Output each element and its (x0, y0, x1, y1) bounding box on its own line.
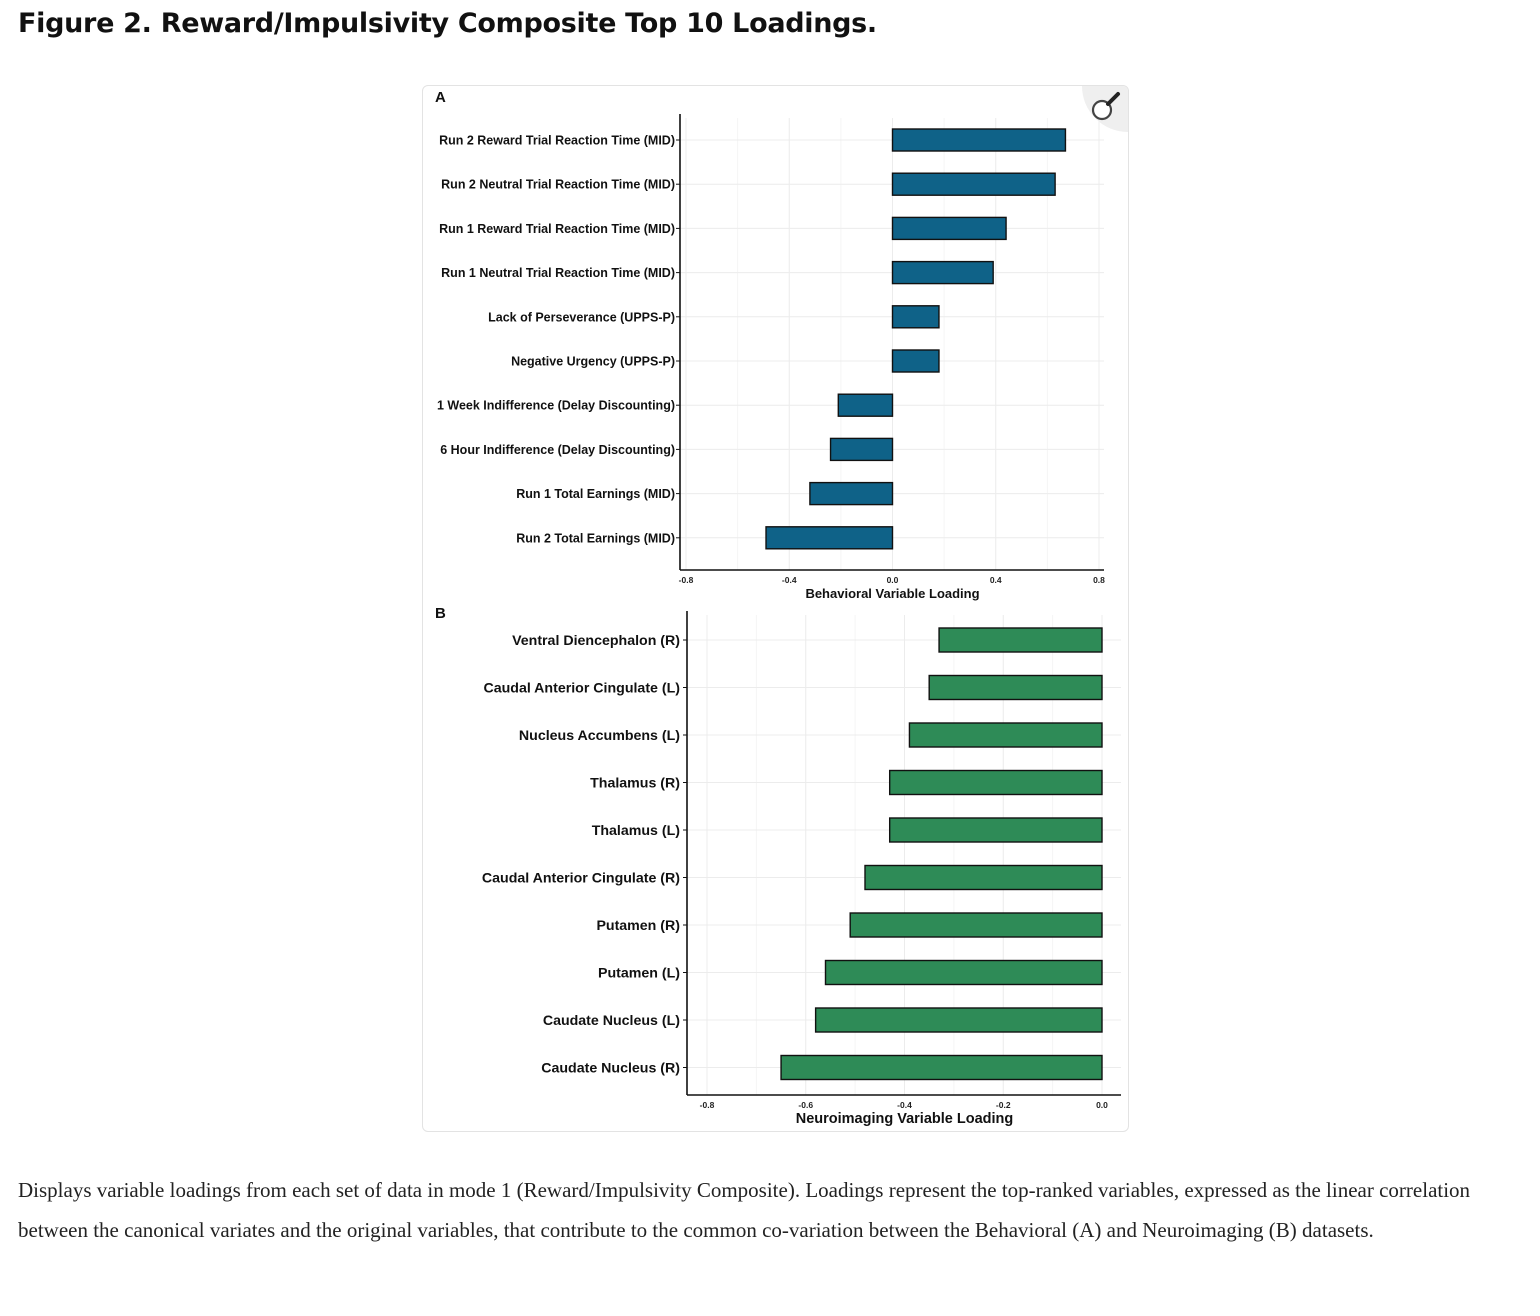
neuro-bar (888, 769, 1103, 796)
neuro-x-tick-label: -0.2 (996, 1100, 1011, 1110)
behavioral-category-label: Lack of Perseverance (UPPS-P) (488, 310, 675, 324)
neuro-category-label: Putamen (L) (598, 966, 680, 982)
neuro-bar (824, 959, 1103, 986)
neuro-bar (849, 912, 1103, 938)
neuro-category-label: Caudal Anterior Cingulate (L) (483, 681, 680, 697)
behavioral-category-label: Run 1 Neutral Trial Reaction Time (MID) (441, 266, 675, 280)
neuro-category-label: Caudal Anterior Cingulate (R) (482, 871, 680, 887)
behavioral-category-label: Run 2 Reward Trial Reaction Time (MID) (439, 134, 675, 148)
behavioral-bar (765, 526, 894, 550)
neuro-category-label: Ventral Diencephalon (R) (512, 633, 680, 649)
neuro-category-label: Caudate Nucleus (L) (543, 1013, 680, 1029)
neuro-category-label: Putamen (R) (596, 918, 680, 934)
figure-image[interactable]: A Run 2 Reward Trial Reaction Time (MID) R… (422, 85, 1129, 1132)
behavioral-x-tick-label: 0.0 (887, 575, 899, 585)
neuro-x-tick-label: -0.6 (798, 1100, 813, 1110)
behavioral-bar (891, 260, 994, 285)
neuro-x-tick-label: -0.4 (897, 1100, 912, 1110)
neuro-x-axis-title: Neuroimaging Variable Loading (796, 1111, 1014, 1127)
behavioral-x-tick-label: 0.4 (990, 575, 1002, 585)
behavioral-bar (809, 481, 894, 506)
behavioral-bar (837, 393, 894, 417)
neuro-bar (814, 1007, 1103, 1033)
behavioral-category-label: Run 1 Total Earnings (MID) (516, 487, 675, 501)
neuro-bar (908, 722, 1103, 748)
behavioral-x-tick-label: 0.8 (1093, 575, 1105, 585)
behavioral-bar (829, 437, 894, 462)
neuro-category-label: Nucleus Accumbens (L) (519, 728, 680, 744)
neuro-category-label: Thalamus (R) (590, 776, 680, 792)
behavioral-category-label: Negative Urgency (UPPS-P) (511, 355, 675, 369)
behavioral-category-label: 6 Hour Indifference (Delay Discounting) (440, 443, 675, 457)
behavioral-bar (891, 349, 940, 373)
behavioral-category-label: Run 1 Reward Trial Reaction Time (MID) (439, 222, 675, 236)
neuro-bar (938, 627, 1103, 653)
loadings-chart: A Run 2 Reward Trial Reaction Time (MID) R… (435, 89, 1121, 1127)
panel-label-B: B (435, 605, 446, 622)
neuro-x-tick-label: 0.0 (1096, 1100, 1108, 1110)
behavioral-bar (891, 305, 940, 329)
behavioral-bar (891, 216, 1007, 241)
behavioral-bar (891, 128, 1067, 152)
panel-label-A: A (435, 89, 446, 106)
behavioral-category-label: 1 Week Indifference (Delay Discounting) (437, 399, 675, 413)
neuro-bar (864, 864, 1103, 891)
behavioral-x-tick-label: -0.8 (679, 575, 694, 585)
figure-title: Figure 2. Reward/Impulsivity Composite T… (18, 8, 877, 39)
neuro-category-label: Caudate Nucleus (R) (541, 1061, 680, 1077)
neuro-bar (928, 674, 1103, 701)
behavioral-x-tick-label: -0.4 (782, 575, 797, 585)
behavioral-category-label: Run 2 Total Earnings (MID) (516, 531, 675, 545)
neuro-bar (780, 1054, 1103, 1081)
behavioral-category-label: Run 2 Neutral Trial Reaction Time (MID) (441, 178, 675, 192)
neuro-x-tick-label: -0.8 (700, 1100, 715, 1110)
figure-caption: Displays variable loadings from each set… (18, 1178, 1471, 1242)
neuro-bar (888, 817, 1103, 843)
behavioral-x-axis-title: Behavioral Variable Loading (805, 586, 979, 601)
behavioral-bar (891, 172, 1056, 196)
neuro-category-label: Thalamus (L) (592, 823, 681, 839)
